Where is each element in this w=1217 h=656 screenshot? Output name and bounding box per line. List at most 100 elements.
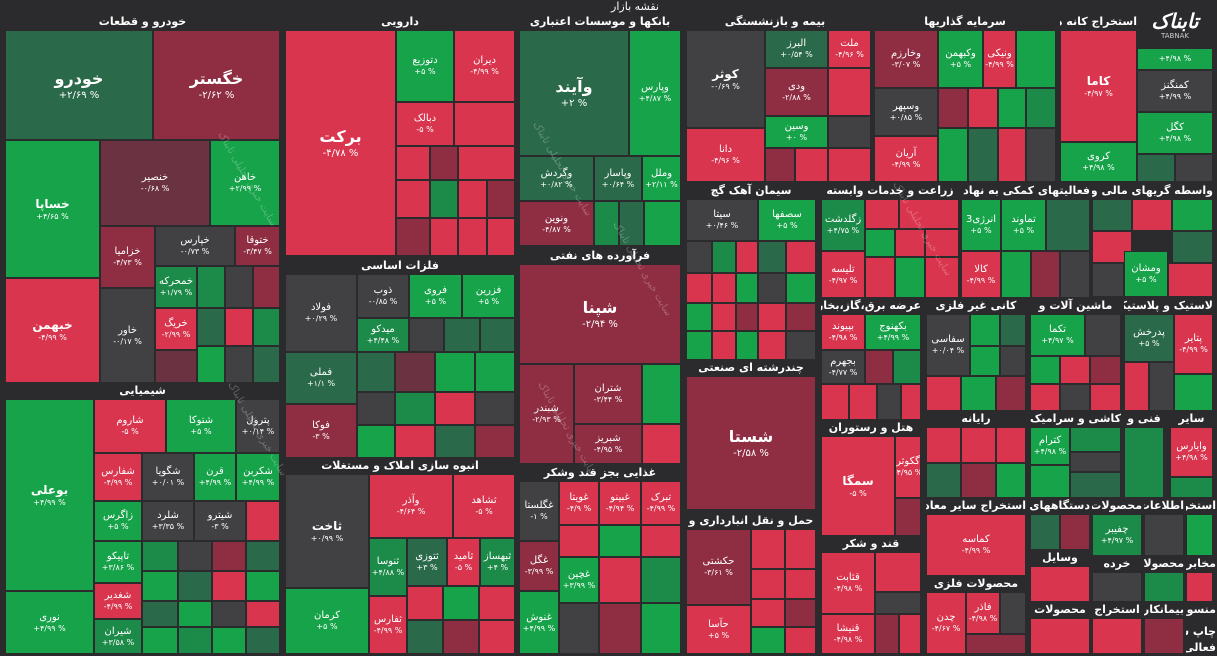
stock-tile[interactable] — [357, 392, 395, 425]
stock-tile[interactable]: فاذر -۴/۹۸ % — [966, 592, 1000, 634]
stock-tile[interactable] — [357, 352, 395, 392]
stock-tile[interactable] — [357, 425, 395, 458]
stock-tile[interactable] — [875, 614, 899, 654]
stock-tile[interactable]: کوثر -۰/۶۹ % — [686, 30, 765, 128]
stock-tile[interactable] — [785, 627, 816, 654]
stock-tile[interactable] — [559, 603, 599, 654]
stock-tile[interactable] — [736, 303, 758, 331]
stock-tile[interactable] — [458, 218, 487, 256]
stock-tile[interactable]: شاروم -۵ % — [94, 399, 166, 453]
stock-tile[interactable]: خریگ -۲/۹۹ % — [155, 308, 197, 350]
stock-tile[interactable] — [849, 384, 877, 420]
stock-tile[interactable]: وگردش +۰/۸۲ % — [519, 156, 594, 201]
stock-tile[interactable]: بجهرم -۴/۷۷ % — [821, 350, 865, 384]
stock-tile[interactable] — [795, 148, 828, 182]
stock-tile[interactable] — [246, 627, 280, 654]
stock-tile[interactable] — [225, 346, 253, 383]
stock-tile[interactable]: کروی +۴/۹۸ % — [1060, 142, 1137, 182]
stock-tile[interactable]: غویتا -۴/۹ % — [559, 481, 599, 525]
stock-tile[interactable] — [786, 331, 816, 360]
stock-tile[interactable] — [1168, 263, 1213, 297]
stock-tile[interactable] — [458, 180, 487, 218]
stock-tile[interactable]: سمگا -۵ % — [821, 436, 895, 536]
stock-tile[interactable] — [966, 634, 1026, 654]
stock-tile[interactable]: وپاسار +۰/۶۴ % — [594, 156, 642, 201]
stock-tile[interactable] — [212, 601, 246, 627]
stock-tile[interactable]: تاپیکو +۳/۸۶ % — [94, 541, 142, 583]
stock-tile[interactable] — [444, 318, 480, 352]
stock-tile[interactable] — [926, 376, 961, 411]
stock-tile[interactable] — [599, 557, 641, 603]
stock-tile[interactable] — [970, 314, 1000, 346]
stock-tile[interactable] — [786, 241, 816, 273]
stock-tile[interactable]: وآیند +۲ % — [519, 30, 629, 156]
stock-tile[interactable]: کگل +۴/۹۸ % — [1137, 112, 1213, 154]
stock-tile[interactable] — [895, 229, 925, 257]
stock-tile[interactable] — [1030, 356, 1060, 384]
stock-tile[interactable] — [712, 303, 736, 331]
stock-tile[interactable] — [435, 352, 475, 392]
stock-tile[interactable] — [786, 303, 816, 331]
stock-tile[interactable] — [1060, 514, 1090, 550]
stock-tile[interactable] — [998, 88, 1026, 128]
stock-tile[interactable] — [1124, 362, 1149, 411]
stock-tile[interactable] — [736, 241, 758, 273]
stock-tile[interactable] — [430, 180, 458, 218]
stock-tile[interactable]: ودی -۲/۸۸ % — [765, 68, 828, 116]
stock-tile[interactable]: شغدیر -۴/۹۹ % — [94, 583, 142, 619]
stock-tile[interactable] — [901, 384, 921, 420]
stock-tile[interactable] — [961, 376, 996, 411]
stock-tile[interactable]: شپنا -۲/۹۴ % — [519, 264, 681, 364]
stock-tile[interactable]: غنوش +۴/۹۹ % — [519, 591, 559, 654]
stock-tile[interactable]: بکهنوج +۴/۹۹ % — [865, 314, 921, 350]
stock-tile[interactable] — [479, 620, 515, 654]
stock-tile[interactable] — [454, 102, 515, 146]
stock-tile[interactable] — [938, 128, 968, 182]
stock-tile[interactable] — [619, 201, 644, 246]
stock-tile[interactable] — [253, 308, 280, 346]
stock-tile[interactable]: خساپا +۴/۶۵ % — [5, 140, 100, 278]
stock-tile[interactable]: ثفارس -۴/۹۹ % — [369, 596, 407, 654]
stock-tile[interactable] — [1186, 572, 1213, 602]
stock-tile[interactable] — [487, 180, 515, 218]
stock-tile[interactable] — [865, 257, 895, 298]
stock-tile[interactable] — [1030, 514, 1060, 550]
stock-tile[interactable] — [1085, 314, 1121, 356]
stock-tile[interactable] — [1090, 356, 1121, 384]
stock-tile[interactable] — [197, 266, 225, 308]
stock-tile[interactable] — [1060, 384, 1090, 411]
stock-tile[interactable] — [712, 241, 736, 273]
stock-tile[interactable] — [246, 541, 280, 571]
stock-tile[interactable]: گکوثر -۴/۹۵ % — [895, 436, 921, 498]
stock-tile[interactable] — [430, 146, 458, 180]
stock-tile[interactable] — [1070, 472, 1121, 498]
stock-tile[interactable] — [246, 501, 280, 541]
stock-tile[interactable]: شیترو -۳ % — [194, 501, 246, 541]
stock-tile[interactable] — [712, 331, 736, 360]
stock-tile[interactable] — [1137, 154, 1175, 182]
stock-tile[interactable] — [246, 571, 280, 601]
stock-tile[interactable]: شبریز -۴/۹۵ % — [574, 424, 642, 464]
stock-tile[interactable]: وآذر -۴/۶۴ % — [369, 474, 453, 538]
stock-tile[interactable]: خگستر -۲/۶۲ % — [153, 30, 280, 140]
stock-tile[interactable] — [197, 308, 225, 346]
stock-tile[interactable] — [435, 425, 475, 458]
stock-tile[interactable] — [1030, 618, 1090, 654]
stock-tile[interactable] — [961, 463, 996, 498]
stock-tile[interactable] — [396, 180, 430, 218]
stock-tile[interactable]: ختوقا -۳/۴۷ % — [235, 226, 280, 266]
stock-tile[interactable]: ومشان +۵ % — [1124, 251, 1168, 297]
stock-tile[interactable] — [212, 571, 246, 601]
stock-tile[interactable] — [758, 241, 786, 273]
stock-tile[interactable]: حکشتی -۳/۶۱ % — [686, 529, 751, 605]
stock-tile[interactable] — [686, 241, 712, 273]
stock-tile[interactable]: شفارس -۴/۹۹ % — [94, 453, 142, 501]
stock-tile[interactable] — [395, 425, 435, 458]
stock-tile[interactable] — [1172, 199, 1213, 231]
stock-tile[interactable] — [225, 266, 253, 308]
stock-tile[interactable]: خبهمن -۴/۹۹ % — [5, 278, 100, 383]
stock-tile[interactable] — [642, 364, 681, 424]
stock-tile[interactable] — [1001, 251, 1031, 298]
stock-tile[interactable] — [1000, 314, 1026, 346]
stock-tile[interactable] — [875, 552, 921, 592]
